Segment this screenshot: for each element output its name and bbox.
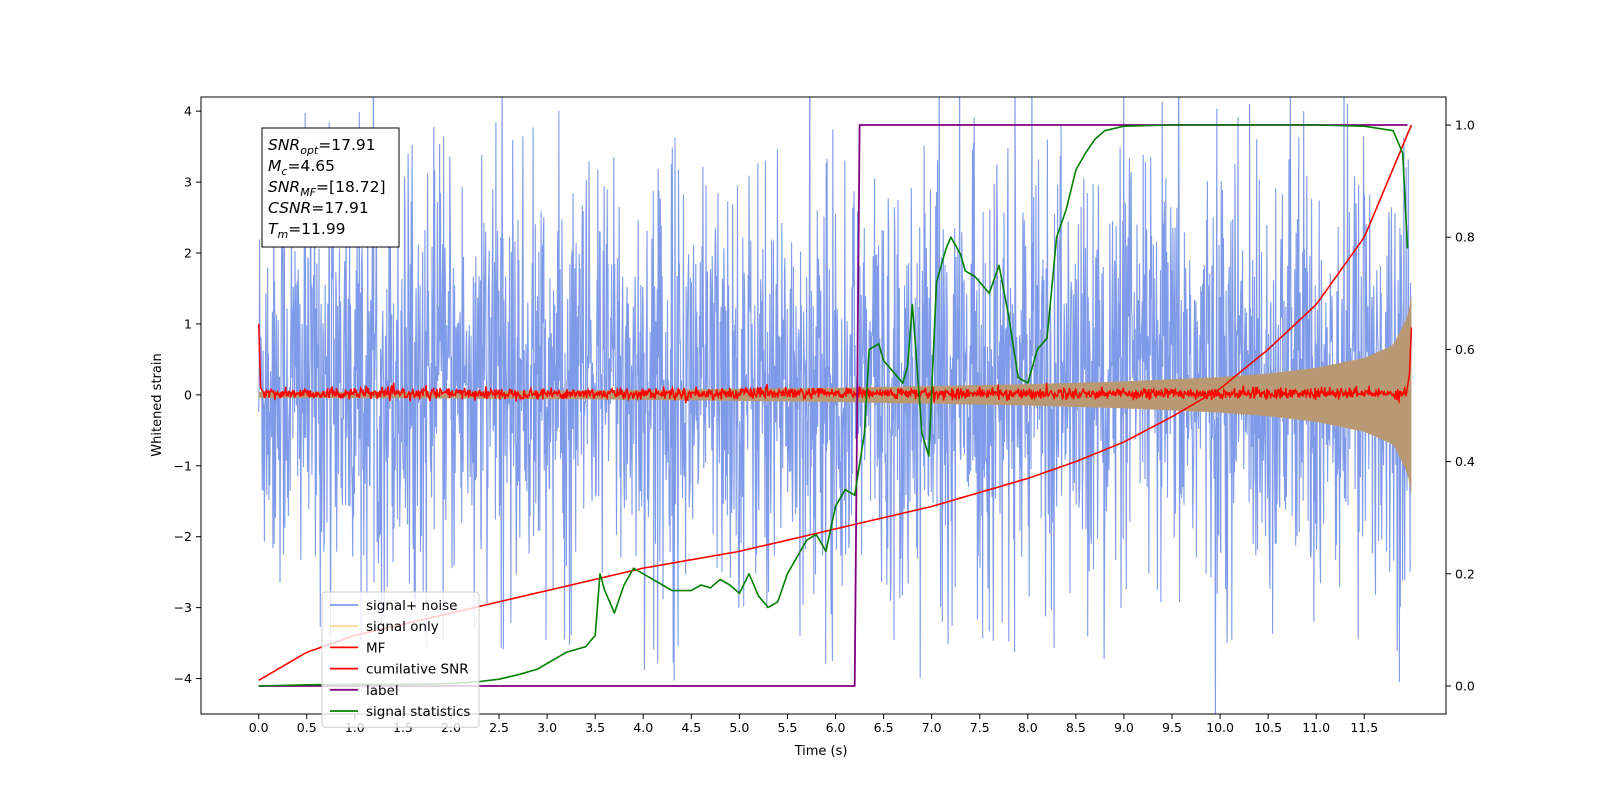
y-right-tick-label: 0.6 <box>1455 342 1475 357</box>
x-tick-label: 9.5 <box>1162 720 1182 735</box>
y-right-tick-label: 1.0 <box>1455 118 1475 133</box>
x-tick-label: 4.5 <box>681 720 701 735</box>
y-axis-right: 0.0 0.2 0.4 0.6 0.8 1.0 <box>1446 118 1475 693</box>
x-tick-label: 3.5 <box>585 720 605 735</box>
legend-label: signal statistics <box>366 704 470 720</box>
x-tick-label: 4.0 <box>633 720 653 735</box>
annotation-line: Tm=11.99 <box>268 220 346 241</box>
annotation-box: SNRopt=17.91Mc=4.65SNRMF=[18.72]CSNR=17.… <box>261 127 400 248</box>
x-tick-label: 9.0 <box>1114 720 1134 735</box>
x-tick-label: 7.0 <box>922 720 942 735</box>
legend-label: signal only <box>366 619 439 635</box>
annotation-line: SNRMF=[18.72] <box>268 178 386 199</box>
annotation-frame <box>261 127 400 248</box>
x-tick-label: 11.5 <box>1350 720 1378 735</box>
legend-label: label <box>366 683 399 699</box>
y-axis-left-label: Whitened strain <box>150 353 165 456</box>
legend-label: signal+ noise <box>366 598 457 614</box>
x-tick-label: 6.5 <box>874 720 894 735</box>
y-left-tick-label: 3 <box>184 175 192 190</box>
x-tick-label: 3.0 <box>537 720 557 735</box>
annotation-line: SNRopt=17.91 <box>268 136 376 157</box>
legend-label: MF <box>366 640 385 656</box>
annotation-line: Mc=4.65 <box>268 157 335 178</box>
y-left-tick-label: 4 <box>184 104 192 119</box>
series-mf-line <box>257 323 1413 405</box>
y-left-tick-label: 0 <box>184 387 192 402</box>
legend: signal+ noise signal only MF cumilative SNR… <box>321 591 480 728</box>
y-right-tick-label: 0.0 <box>1455 678 1475 693</box>
y-left-tick-label: −4 <box>174 671 192 686</box>
series-signal-noise-line <box>258 97 1412 714</box>
x-tick-label: 5.0 <box>729 720 749 735</box>
legend-frame <box>321 591 480 728</box>
y-left-tick-label: −2 <box>174 529 192 544</box>
x-tick-label: 6.0 <box>826 720 846 735</box>
x-tick-label: 0.5 <box>297 720 317 735</box>
plot-frame <box>200 96 1447 715</box>
y-axis-left: −4 −3 −2 −1 0 1 2 3 4 <box>174 104 201 686</box>
y-right-tick-label: 0.8 <box>1455 230 1475 245</box>
series-label-line <box>258 124 1408 687</box>
x-tick-label: 10.5 <box>1254 720 1282 735</box>
x-tick-label: 8.0 <box>1018 720 1038 735</box>
x-tick-label: 8.5 <box>1066 720 1086 735</box>
x-tick-label: 10.0 <box>1206 720 1234 735</box>
y-right-tick-label: 0.4 <box>1455 454 1475 469</box>
x-tick-label: 5.5 <box>778 720 798 735</box>
y-left-tick-label: −1 <box>174 458 192 473</box>
y-left-tick-label: 2 <box>184 246 192 261</box>
x-tick-label: 2.5 <box>489 720 509 735</box>
x-axis-label: Time (s) <box>794 744 848 759</box>
x-tick-label: 11.0 <box>1302 720 1330 735</box>
y-left-tick-label: 1 <box>184 316 192 331</box>
series-signal-statistics-line <box>258 124 1409 687</box>
y-right-tick-label: 0.2 <box>1455 566 1475 581</box>
x-tick-label: 0.0 <box>249 720 269 735</box>
legend-label: cumilative SNR <box>366 662 469 678</box>
x-tick-label: 7.5 <box>970 720 990 735</box>
annotation-line: CSNR=17.91 <box>268 199 369 217</box>
y-left-tick-label: −3 <box>174 600 192 615</box>
